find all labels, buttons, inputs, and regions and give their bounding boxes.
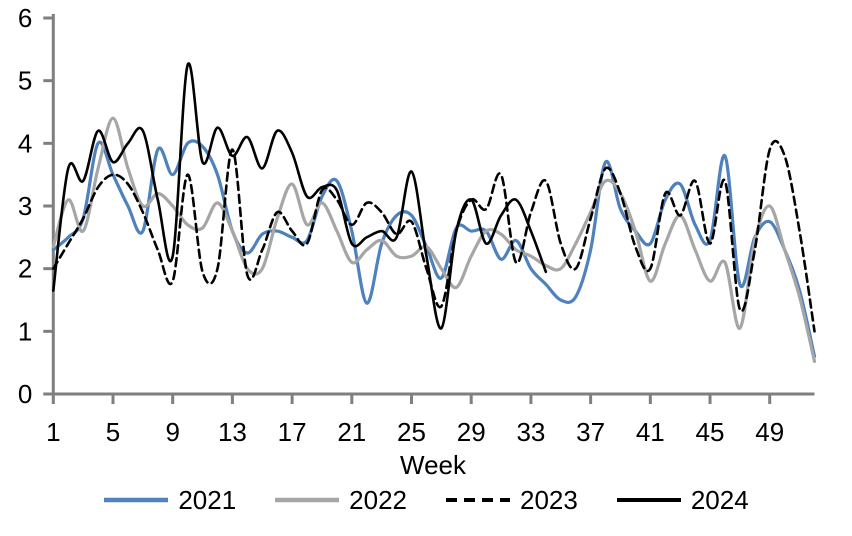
legend-item-2024: 2024 [616, 487, 749, 513]
y-tick-label: 4 [18, 128, 32, 158]
y-tick-label: 0 [18, 379, 32, 409]
series-line-2023 [52, 139, 816, 333]
series-line-2021 [51, 139, 817, 358]
x-tick-label: 25 [397, 417, 426, 447]
legend: 2021 2022 2023 2024 [0, 487, 852, 513]
x-tick-label: 41 [636, 417, 665, 447]
legend-item-2021: 2021 [103, 487, 236, 513]
legend-swatch-2022-line-icon [275, 497, 340, 503]
legend-swatch-2023-dashed-line-icon [446, 498, 510, 502]
legend-swatch-2024-line-icon [616, 498, 681, 502]
x-tick-label: 45 [696, 417, 725, 447]
x-tick-label: 9 [165, 417, 179, 447]
y-tick-label: 3 [18, 191, 32, 221]
x-tick-label: 13 [218, 417, 247, 447]
y-tick-label: 1 [18, 316, 32, 346]
series-line-2024 [52, 62, 548, 330]
x-axis-title: Week [400, 450, 466, 480]
y-axis: 0 1 2 3 4 5 6 [18, 3, 55, 409]
x-tick-label: 5 [106, 417, 120, 447]
legend-label-2022: 2022 [349, 485, 407, 515]
legend-item-2022: 2022 [274, 487, 407, 513]
legend-label-2024: 2024 [690, 485, 749, 515]
x-tick-label: 21 [337, 417, 366, 447]
x-tick-label: 1 [46, 417, 60, 447]
y-tick-label: 2 [18, 254, 32, 284]
legend-item-2023: 2023 [445, 487, 578, 513]
legend-swatch-2021-line-icon [104, 497, 169, 503]
legend-label-2021: 2021 [178, 485, 237, 515]
x-tick-label: 37 [576, 417, 605, 447]
y-tick-label: 5 [18, 66, 32, 96]
legend-label-2023: 2023 [520, 485, 578, 515]
y-tick-label: 6 [18, 3, 32, 33]
x-axis: 1 5 9 13 17 21 25 29 33 37 41 45 49 [46, 392, 815, 447]
x-tick-label: 17 [278, 417, 307, 447]
series-group [51, 62, 817, 364]
x-tick-label: 49 [755, 417, 784, 447]
x-tick-label: 33 [516, 417, 545, 447]
x-tick-label: 29 [457, 417, 486, 447]
series-line-2022 [51, 116, 817, 364]
